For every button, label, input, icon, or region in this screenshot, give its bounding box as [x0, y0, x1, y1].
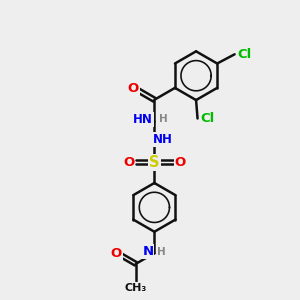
Text: O: O — [175, 156, 186, 169]
Text: O: O — [128, 82, 139, 95]
Text: H: H — [159, 114, 168, 124]
Text: Cl: Cl — [200, 112, 214, 125]
Text: HN: HN — [133, 112, 153, 126]
Text: CH₃: CH₃ — [125, 283, 147, 292]
Text: O: O — [111, 247, 122, 260]
Text: H: H — [158, 247, 166, 257]
Text: NH: NH — [153, 134, 173, 146]
Text: N: N — [142, 245, 153, 258]
Text: Cl: Cl — [237, 48, 252, 61]
Text: S: S — [149, 155, 160, 170]
Text: O: O — [123, 156, 134, 169]
